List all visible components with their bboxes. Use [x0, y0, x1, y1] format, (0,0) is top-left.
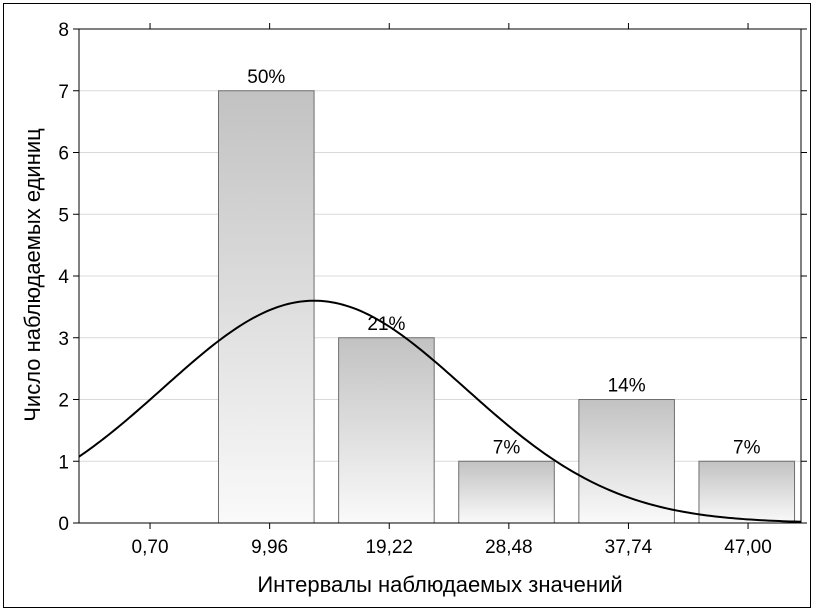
x-tick-label-0: 0,70 [132, 537, 169, 558]
y-tick-label-0: 0 [58, 514, 69, 535]
x-tick-label-3: 28,48 [485, 537, 533, 558]
bar-label-5: 7% [733, 437, 761, 458]
bar-2 [338, 337, 435, 524]
x-tick-label-2: 19,22 [365, 537, 413, 558]
normal-fit-curve [79, 299, 801, 523]
y-tick-label-1: 1 [58, 452, 69, 473]
bar-label-1: 50% [247, 67, 285, 88]
bar-5 [698, 460, 796, 524]
x-axis-title: Интервалы наблюдаемых значений [257, 572, 622, 597]
y-tick-label-6: 6 [58, 144, 69, 165]
y-tick-label-7: 7 [58, 82, 69, 103]
fit-curve-line [79, 299, 801, 523]
y-axis-title: Число наблюдаемых единиц [20, 128, 45, 422]
x-tick-label-4: 37,74 [605, 537, 653, 558]
bars [217, 90, 796, 524]
x-tick-label-1: 9,96 [251, 537, 288, 558]
bar-label-3: 7% [493, 437, 521, 458]
bar-label-2: 21% [367, 314, 405, 335]
y-tick-label-3: 3 [58, 329, 69, 350]
y-tick-label-5: 5 [58, 205, 69, 226]
gridlines [79, 28, 801, 462]
bar-3 [458, 460, 555, 524]
y-tick-label-2: 2 [58, 391, 69, 412]
bar-4 [578, 399, 675, 524]
bar-label-4: 14% [608, 376, 646, 397]
x-tick-label-5: 47,00 [724, 537, 772, 558]
axes [73, 23, 807, 529]
y-tick-label-8: 8 [58, 20, 69, 41]
bar-1 [217, 90, 315, 524]
y-tick-label-4: 4 [58, 267, 69, 288]
labels: 50% 21% 7% 14% 7% 0 1 2 3 4 5 6 7 8 0,70 9,96 19,22 28,48… [58, 20, 771, 558]
